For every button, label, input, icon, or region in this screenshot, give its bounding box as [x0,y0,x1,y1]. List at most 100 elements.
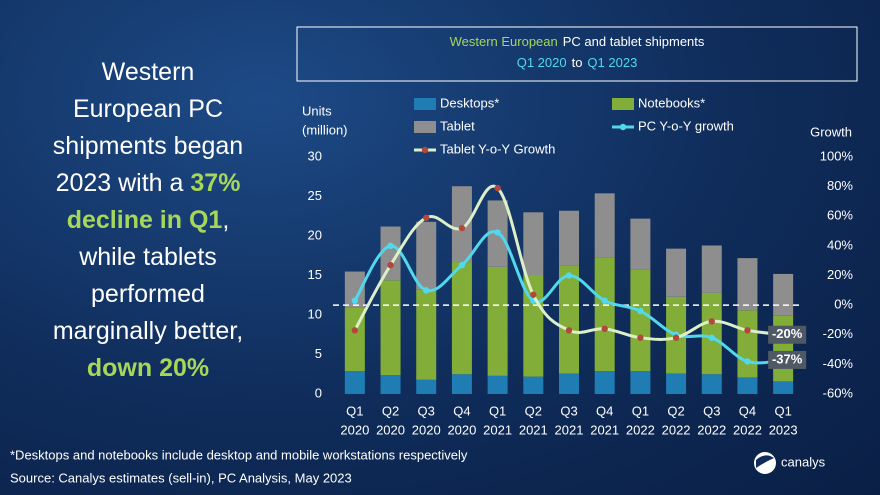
bar-segment [773,381,794,394]
headline-text: performed [91,280,205,308]
x-tick-label: Q1 [774,403,791,418]
y-tick-label: 20 [308,227,322,242]
x-tick-label: Q1 [489,403,506,418]
value-label: -37% [772,351,803,366]
headline-line: Western [102,58,195,86]
bar-segment [416,289,437,380]
x-tick-label: Q1 [346,403,363,418]
x-tick-label: 2022 [733,422,762,437]
headline-text: while tablets [78,243,217,271]
headline-line: marginally better, [53,317,243,345]
legend-swatch [414,98,436,110]
bar-segment [380,280,401,376]
line-marker [744,327,751,334]
subtitle-part: Q1 2020 [517,55,567,70]
y-tick-label: 30 [308,148,322,163]
legend-label: Desktops* [440,95,499,110]
x-tick-label: 2020 [376,422,405,437]
bar-segment [594,371,615,394]
bar-segment [416,379,437,394]
y2-tick-label: 60% [827,208,853,223]
value-label-bg [768,350,807,369]
line-marker [601,297,608,304]
headline-text: shipments began [53,132,243,160]
y-tick-label: 5 [315,346,322,361]
line-marker [744,358,751,365]
headline-line: 2023 with a 37% [56,169,241,197]
x-tick-label: Q3 [560,403,577,418]
line-marker [565,327,573,334]
subtitle-part: Q1 2023 [587,55,637,70]
x-tick-label: Q1 [632,403,649,418]
source: Source: Canalys estimates (sell-in), PC … [10,470,352,485]
line-marker [351,327,359,334]
y2-tick-label: -40% [823,356,854,371]
headline-text: 37% [190,169,240,197]
value-label: -20% [772,326,803,341]
x-tick-label: Q2 [667,403,684,418]
bar-segment [737,377,758,394]
x-tick-label: Q4 [596,403,613,418]
legend-swatch [612,98,634,110]
headline-line: down 20% [87,354,209,382]
x-tick-label: Q3 [703,403,720,418]
bar-segment [523,376,544,394]
headline-text: , [222,206,229,234]
bar-segment [737,310,758,378]
headline-line: shipments began [53,132,243,160]
bar-segment [737,258,758,311]
legend-label: Tablet [440,118,475,133]
line-marker [637,307,644,315]
line-marker [458,224,466,232]
bar-segment [666,373,687,394]
y2-tick-label: 80% [827,178,853,193]
bar-segment [630,218,651,270]
bar-segment [630,371,651,394]
headline-line: while tablets [78,243,217,271]
value-label-group: -20% [768,325,807,344]
legend-label: PC Y-o-Y growth [638,118,734,133]
y-tick-label: 0 [315,385,322,400]
y-axis-label: Units [302,103,332,118]
line-marker [458,261,466,269]
bar-segment [344,271,365,308]
y-tick-label: 10 [308,306,322,321]
y2-tick-label: 40% [827,237,853,252]
logo: canalys [754,452,826,474]
x-tick-label: Q4 [453,403,470,418]
y2-tick-label: 20% [827,267,853,282]
headline-text: Western [102,58,195,86]
x-tick-label: 2022 [662,422,691,437]
title-part: Western European [450,34,558,49]
bar-segment [701,245,722,293]
bar-segment [559,373,579,394]
x-tick-label: 2023 [769,422,798,437]
y2-tick-label: -60% [823,385,854,400]
line-marker [423,214,430,221]
y-axis-label: (million) [302,122,348,137]
y-tick-label: 25 [308,188,322,203]
x-tick-label: 2022 [697,422,726,437]
chart-subtitle: Q1 2020 to Q1 2023 [517,55,638,70]
line-marker [530,291,537,298]
y2-tick-label: -20% [823,326,854,341]
bar-segment [380,226,401,281]
bar-segment [380,375,401,394]
headline-text: 2023 with a [56,169,191,197]
x-tick-label: 2020 [447,422,476,437]
y2-tick-label: 100% [820,148,854,163]
bar-segment [344,371,365,394]
y2-tick-label: 0% [834,297,853,312]
bar-segment [701,292,722,375]
x-tick-label: 2021 [555,422,584,437]
title-box [296,26,858,82]
x-tick-label: 2022 [626,422,655,437]
x-tick-label: Q4 [739,403,756,418]
line-marker [351,297,359,304]
title-part: PC and tablet shipments [563,34,705,49]
headline-text: down 20% [87,354,209,382]
line-marker [601,325,608,333]
logo-text: canalys [781,454,826,469]
legend-swatch [414,121,436,133]
bar-segment [594,257,615,372]
